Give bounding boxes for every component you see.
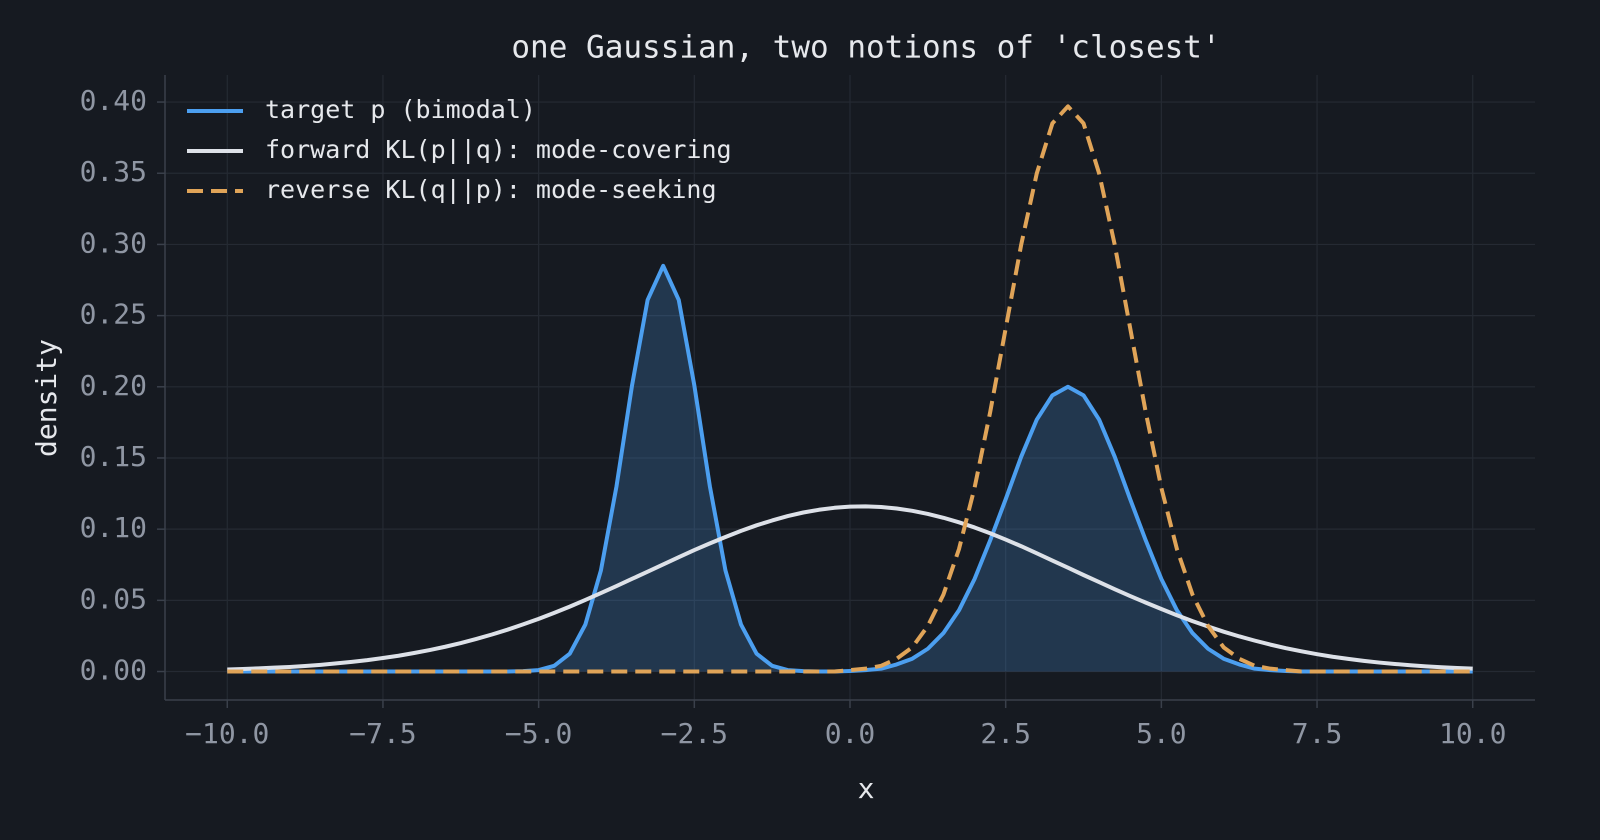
x-tick-label: 5.0	[1136, 717, 1187, 750]
x-tick-label: −5.0	[505, 717, 572, 750]
y-tick-label: 0.30	[80, 226, 147, 259]
y-axis-label: density	[30, 339, 63, 457]
legend-label: reverse KL(q||p): mode-seeking	[265, 175, 717, 204]
x-tick-label: −10.0	[185, 717, 269, 750]
y-tick-label: 0.25	[80, 298, 147, 331]
x-tick-label: 2.5	[980, 717, 1031, 750]
y-tick-label: 0.15	[80, 440, 147, 473]
series-line	[227, 104, 1473, 674]
y-tick-label: 0.05	[80, 582, 147, 615]
y-tick-label: 0.10	[80, 511, 147, 544]
x-tick-label: 10.0	[1439, 717, 1506, 750]
x-tick-label: −2.5	[661, 717, 728, 750]
series-line	[227, 504, 1473, 672]
chart-title: one Gaussian, two notions of 'closest'	[511, 30, 1220, 66]
legend-label: forward KL(p||q): mode-covering	[265, 135, 732, 164]
y-tick-label: 0.40	[80, 84, 147, 117]
x-tick-label: 0.0	[825, 717, 876, 750]
x-tick-label: −7.5	[349, 717, 416, 750]
y-tick-label: 0.00	[80, 654, 147, 687]
y-tick-label: 0.35	[80, 155, 147, 188]
x-tick-label: 7.5	[1292, 717, 1343, 750]
x-axis-label: x	[858, 772, 875, 805]
y-tick-label: 0.20	[80, 369, 147, 402]
legend-label: target p (bimodal)	[265, 95, 536, 124]
